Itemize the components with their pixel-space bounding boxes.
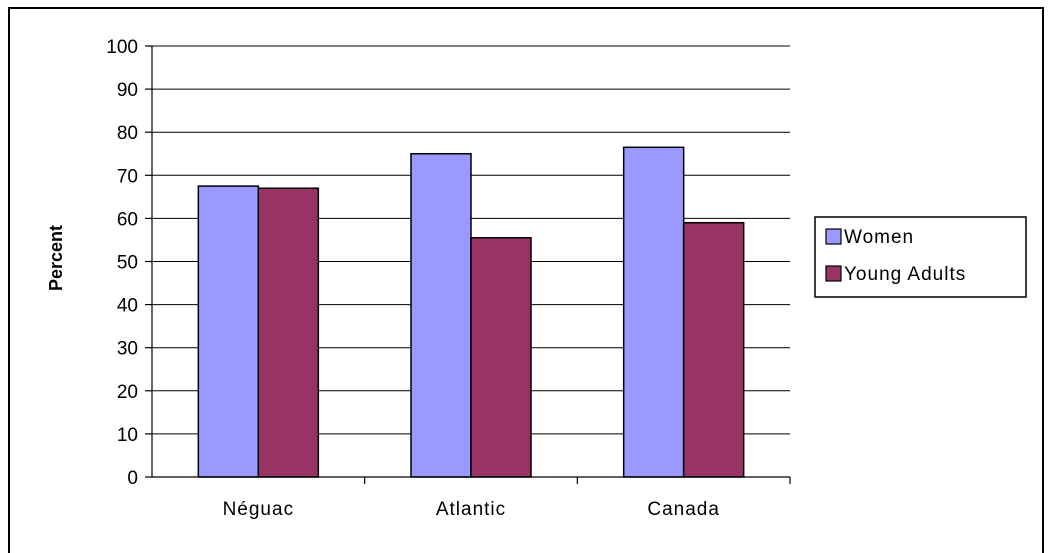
legend-label: Women [844, 227, 914, 248]
y-tick-label: 60 [117, 209, 138, 230]
y-tick-label: 30 [117, 339, 138, 360]
y-tick-label: 70 [117, 166, 138, 187]
legend-box [814, 216, 1027, 298]
y-tick-label: 80 [117, 123, 138, 144]
legend-swatch [825, 265, 842, 282]
legend-swatch [825, 228, 842, 245]
x-tick-label: Néguac [223, 499, 295, 520]
y-axis-label: Percent [46, 225, 66, 291]
y-tick-label: 90 [117, 80, 138, 101]
y-tick-label: 0 [127, 468, 138, 489]
bar-women [410, 153, 472, 478]
y-tick-label: 20 [117, 382, 138, 403]
bar-women [622, 146, 685, 478]
y-tick-label: 100 [106, 37, 138, 58]
y-tick-label: 40 [117, 296, 138, 317]
legend-label: Young Adults [844, 264, 966, 285]
y-tick-label: 10 [117, 425, 138, 446]
x-tick-label: Atlantic [436, 499, 506, 520]
axes: 0 10 20 30 40 50 60 70 80 90 100 Néguac Atlantic Cana… [106, 37, 791, 520]
bar-women [197, 185, 260, 478]
bar-young-adults [470, 237, 532, 478]
x-tick-label: Canada [647, 499, 720, 520]
bar-young-adults [682, 221, 745, 478]
legend: Women Young Adults [814, 216, 1027, 298]
bars [197, 146, 745, 478]
y-tick-label: 50 [117, 253, 138, 274]
bar-young-adults [257, 187, 320, 478]
